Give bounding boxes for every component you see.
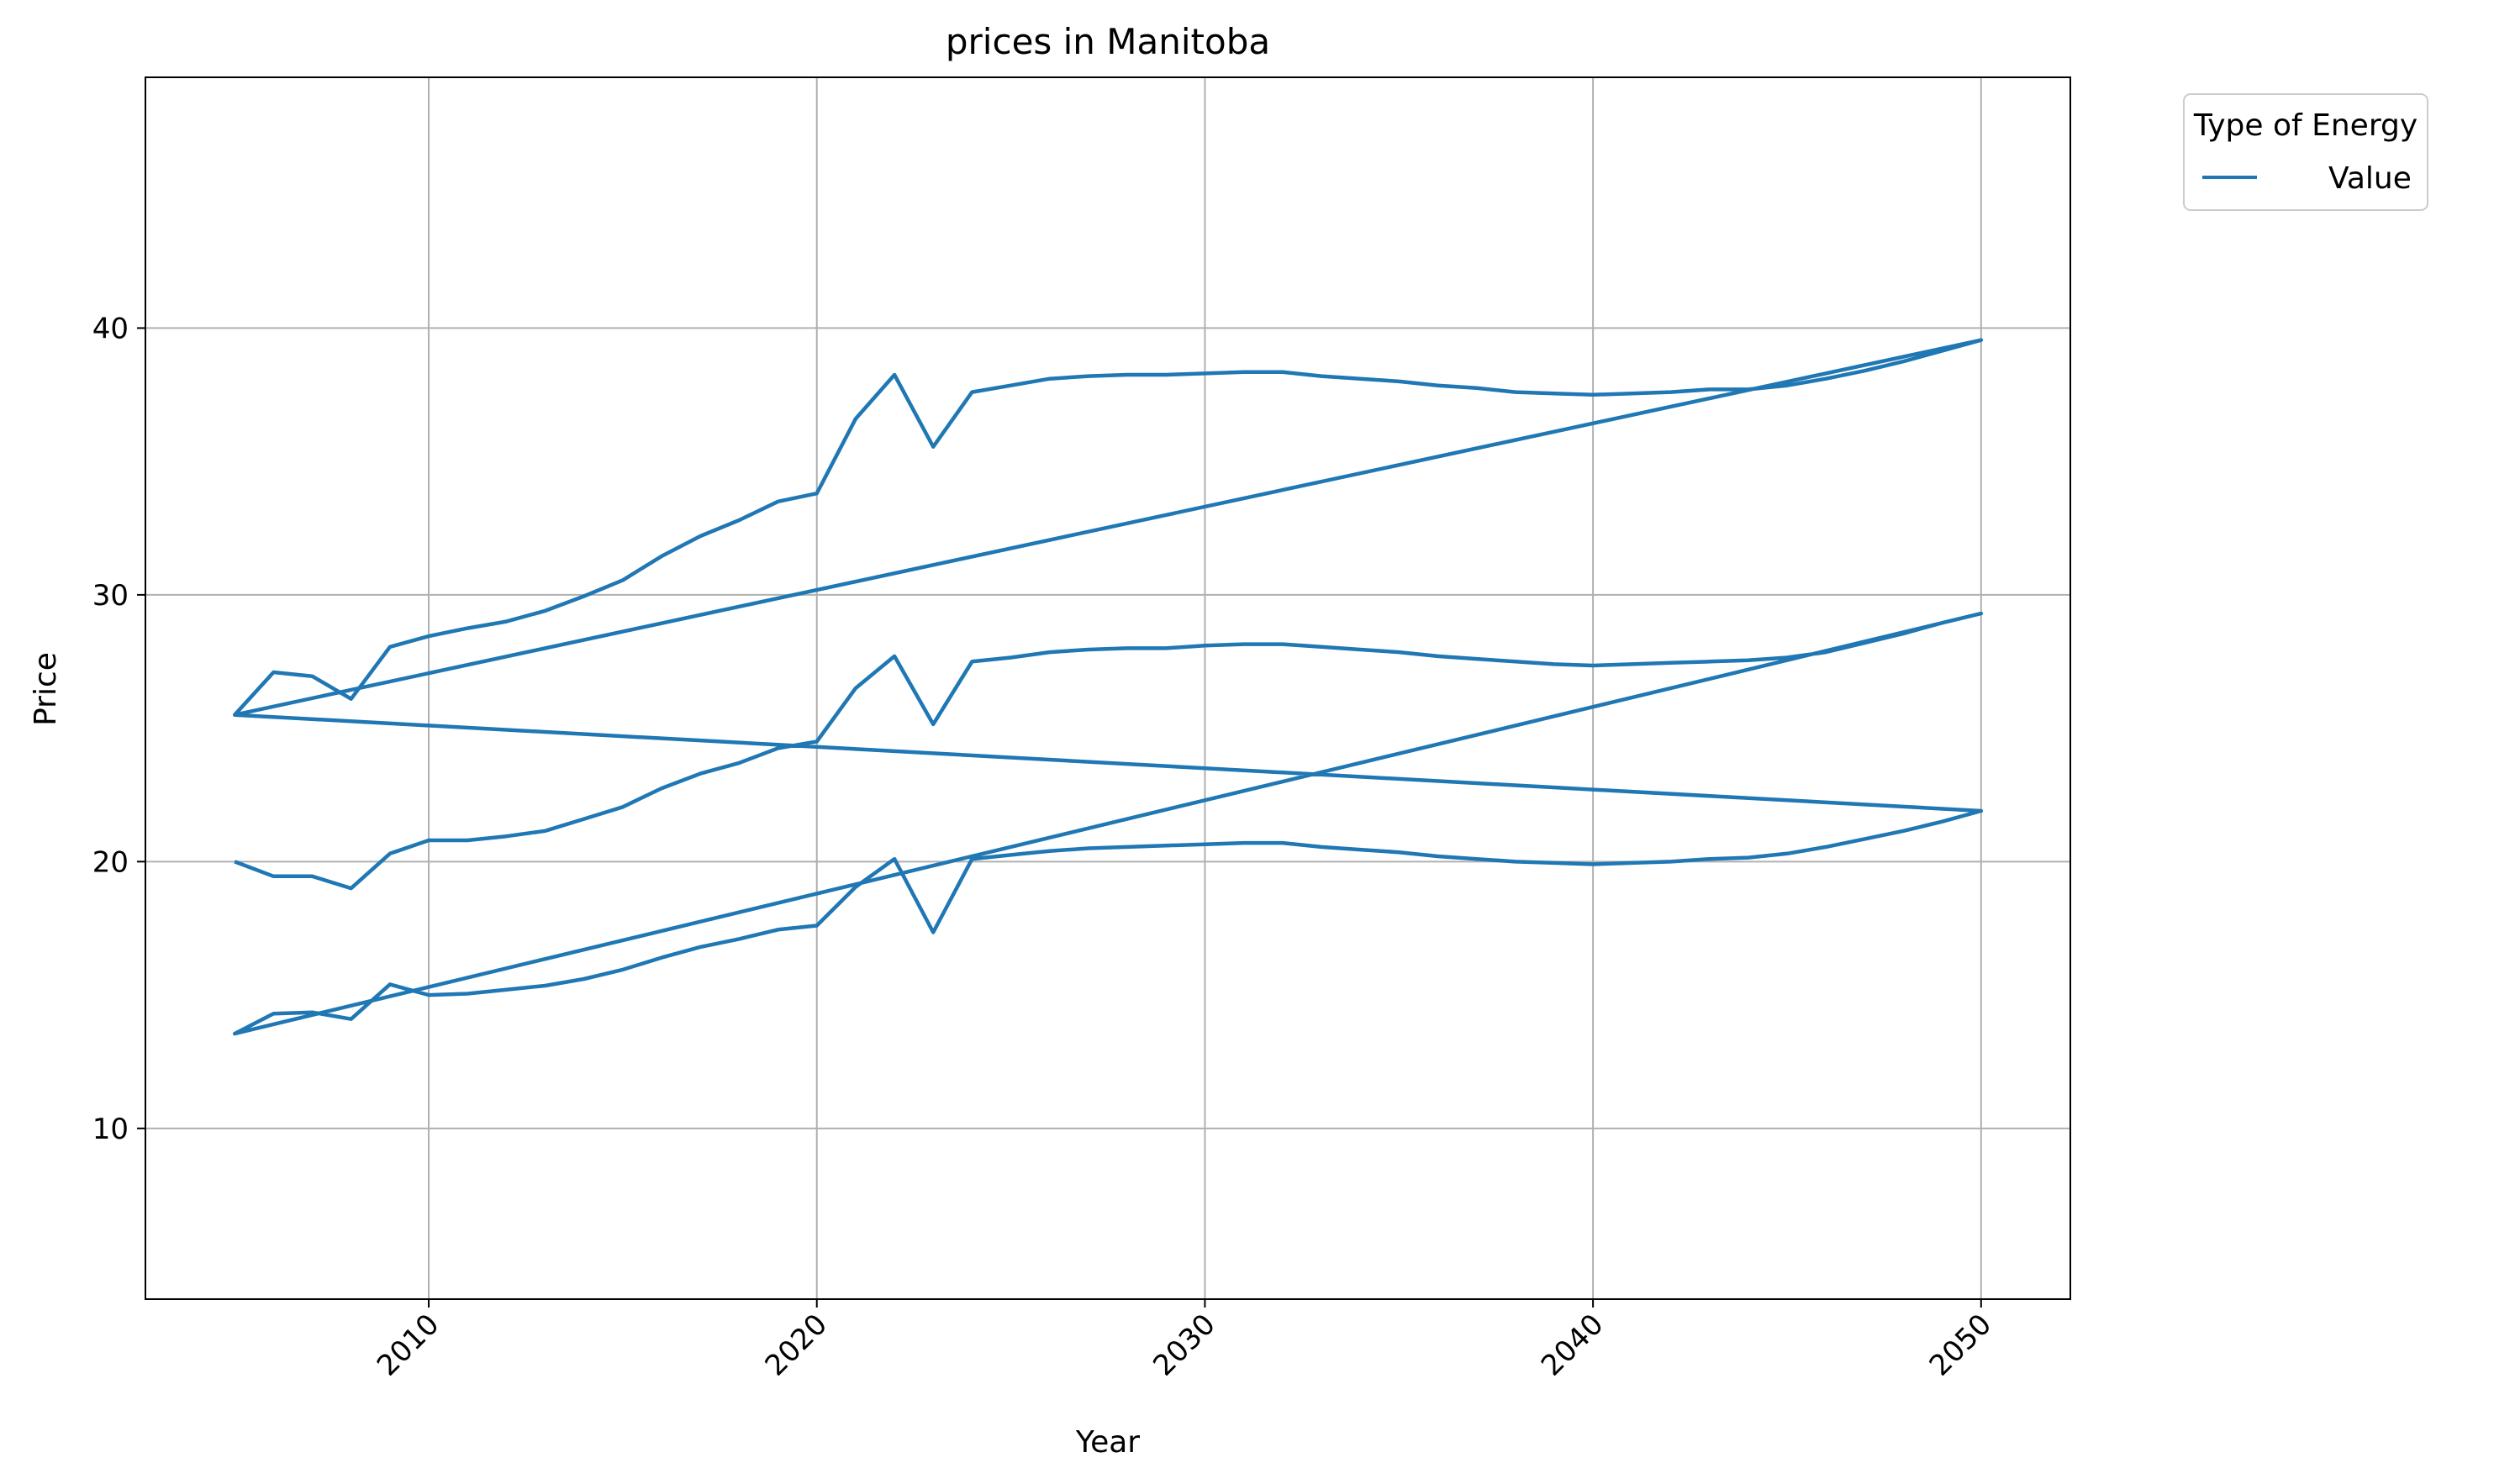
y-tick-label-30: 30 (92, 579, 129, 613)
series-line-0 (232, 338, 1984, 1036)
legend: Type of Energy Value (2183, 93, 2428, 211)
y-axis-ticks: 10 20 30 40 (92, 312, 145, 1146)
x-axis-label: Year (1075, 1425, 1140, 1460)
legend-title: Type of Energy (2193, 108, 2418, 143)
y-tick-label-10: 10 (92, 1113, 129, 1146)
chart-title: prices in Manitoba (946, 21, 1270, 62)
y-axis-label: Price (29, 652, 63, 726)
y-tick-label-40: 40 (92, 312, 129, 345)
grid-lines (145, 77, 2070, 1299)
legend-box (2183, 93, 2428, 211)
plot-frame (145, 76, 2071, 1300)
legend-entry-value: Value (2328, 161, 2412, 196)
series-lines (232, 338, 1984, 1036)
y-tick-label-20: 20 (92, 845, 129, 879)
